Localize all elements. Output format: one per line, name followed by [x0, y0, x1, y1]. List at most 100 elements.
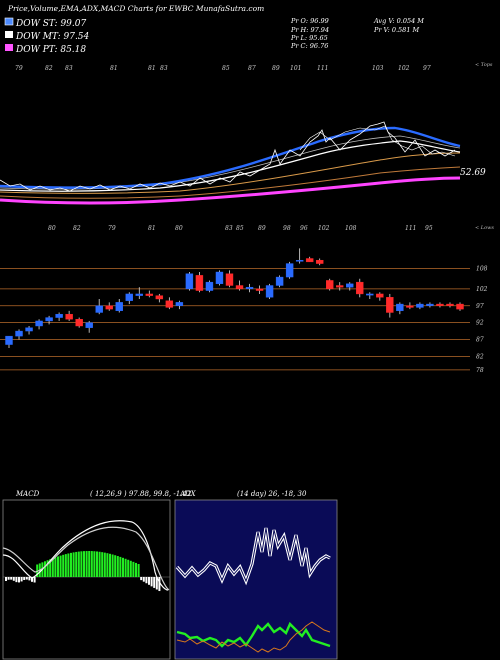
ema-bottom-tick: 85 [236, 225, 244, 232]
ema-top-tick: 81 [148, 65, 156, 72]
macd-bar [54, 557, 57, 577]
candle-down [456, 303, 464, 310]
ema-orange-line [0, 152, 461, 194]
price-candles [5, 248, 464, 348]
macd-bar [142, 577, 145, 582]
macd-bar [57, 556, 59, 577]
candle-down [65, 313, 73, 320]
candle-down [386, 297, 394, 313]
macd-label: MACD [15, 490, 40, 498]
candle-down [315, 259, 324, 264]
ema-bottom-tick: 83 [225, 225, 233, 232]
ema-top-tick: 83 [160, 65, 168, 72]
candle-up [265, 285, 274, 298]
pr-high: Pr H: 97.94 [290, 26, 329, 34]
macd-bar [90, 551, 93, 577]
macd-bar [31, 577, 33, 582]
candle-down [305, 258, 314, 263]
chart-header: Price,Volume,EMA,ADX,MACD Charts for EWB… [4, 4, 424, 55]
ema-lows-label: < Lows [475, 225, 494, 231]
macd-bar [116, 556, 119, 577]
candle-down [446, 303, 454, 306]
macd-panel: MACD ( 12,26,9 ) 97.88, 99.8, -1.42 [2, 490, 192, 660]
candle-up [396, 303, 404, 312]
pr-volume: Pr V: 0.581 M [373, 26, 420, 34]
price-tick-label: 82 [476, 353, 484, 360]
ema-top-tick: 103 [372, 65, 384, 72]
macd-bar [129, 560, 132, 577]
macd-bar [28, 577, 31, 581]
macd-bar [145, 577, 148, 584]
candle-up [285, 263, 294, 278]
ema-top-tick: 85 [222, 65, 230, 72]
candle-up [25, 327, 33, 332]
ema-bottom-tick: 95 [425, 225, 433, 232]
macd-bar [148, 577, 150, 585]
adx-minus-di-line [176, 621, 331, 653]
ema-top-tick: 97 [423, 65, 431, 72]
macd-bar [23, 577, 26, 581]
avg-volume: Avg V: 0.054 M [373, 17, 424, 25]
candle-up [95, 305, 103, 313]
macd-bar [12, 577, 15, 581]
candle-up [135, 293, 143, 296]
ema-white-line [0, 140, 461, 192]
ema-bottom-tick: 102 [318, 225, 330, 232]
macd-frame [2, 499, 171, 660]
ema-tops-label: < Tops [475, 62, 493, 68]
macd-bar [5, 577, 7, 581]
dow-st-swatch [4, 17, 14, 26]
ema-bottom-tick: 89 [258, 225, 266, 232]
macd-bar [109, 553, 111, 577]
macd-signal-line [2, 526, 170, 591]
macd-bar [85, 551, 88, 577]
macd-bar [132, 561, 135, 577]
candle-up [175, 302, 184, 306]
macd-bar [70, 552, 72, 577]
pr-low: Pr L: 95.65 [290, 34, 328, 42]
price-tick-label: 102 [476, 286, 488, 293]
macd-bar [46, 560, 49, 577]
adx-frame [174, 499, 338, 660]
ema-top-labels: 79 82 83 81 81 83 85 87 89 101 111 103 102 97 [15, 65, 431, 72]
ema-bottom-tick: 81 [148, 225, 156, 232]
price-tick-label: 108 [476, 266, 488, 273]
macd-bar [20, 577, 23, 582]
candle-down [165, 300, 174, 308]
price-tick-label: 78 [476, 367, 484, 374]
candle-up [185, 273, 194, 290]
macd-bar [75, 551, 78, 577]
candle-up [5, 335, 13, 345]
ema-blue-line [0, 126, 461, 189]
pr-close: Pr C: 96.76 [290, 42, 328, 50]
candle-down [336, 285, 344, 288]
macd-bar [124, 558, 127, 577]
macd-bar [158, 577, 161, 592]
macd-bar [18, 577, 20, 583]
ema-bottom-tick: 111 [405, 225, 416, 232]
macd-bar [140, 577, 143, 581]
adx-panel: ADX (14 day) 26, -18, 30 [174, 490, 338, 660]
macd-bar [72, 552, 75, 577]
candle-down [195, 275, 204, 291]
adx-white-line-inner [176, 527, 331, 583]
candle-up [45, 317, 53, 322]
candle-down [155, 295, 164, 300]
ema-top-tick: 111 [317, 65, 328, 72]
ema-bottom-tick: 80 [175, 225, 183, 232]
ema-last-value: 52.69 [460, 168, 486, 178]
ema-top-tick: 83 [65, 65, 73, 72]
candle-up [416, 303, 424, 308]
candle-down [326, 280, 334, 290]
ema-bottom-tick: 96 [300, 225, 308, 232]
price-close-line [0, 121, 456, 192]
macd-bar [106, 553, 109, 577]
candle-down [406, 305, 414, 308]
price-tick-label: 87 [476, 337, 484, 344]
macd-bar [101, 552, 104, 577]
price-close-line-2 [299, 125, 456, 157]
dow-pt-label: DOW PT: 85.18 [15, 45, 86, 55]
dow-mt-swatch [5, 31, 13, 38]
dow-pt-swatch [5, 44, 13, 51]
